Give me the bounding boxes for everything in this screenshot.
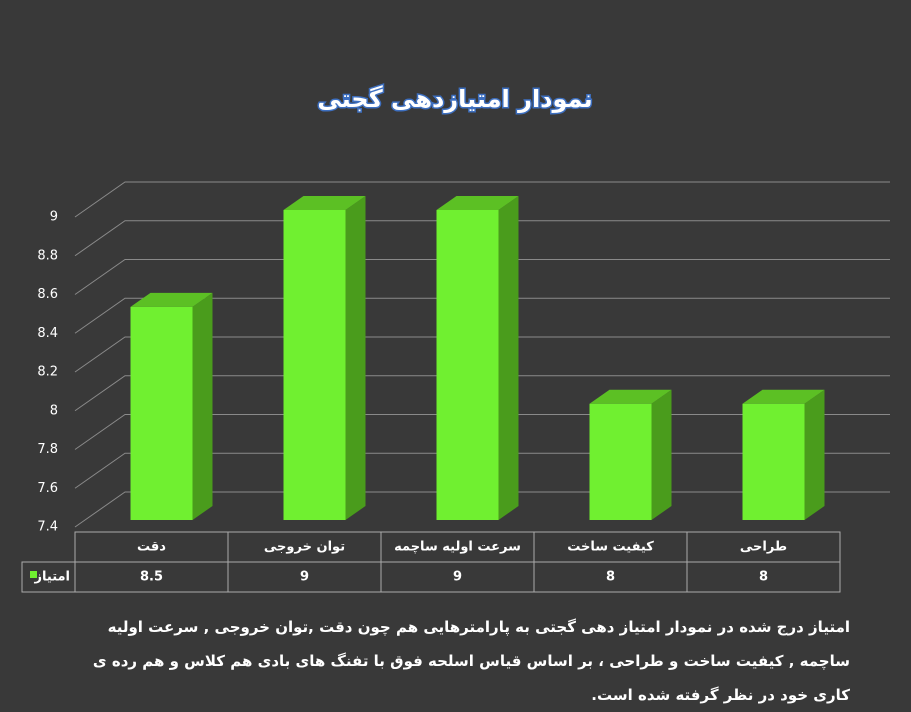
- y-tick-label: 7.4: [37, 520, 58, 535]
- table-value: 8.5: [140, 570, 163, 585]
- y-tick-label: 8.6: [37, 287, 58, 302]
- chart-title: نمودار امتیازدهی گجتی: [317, 85, 592, 113]
- bar-top: [436, 196, 519, 210]
- bar: [283, 210, 346, 520]
- bar-side: [651, 389, 672, 520]
- y-tick-label: 7.6: [37, 481, 58, 496]
- bar: [742, 403, 805, 520]
- grid-line: [74, 336, 890, 373]
- bar-side: [192, 292, 213, 520]
- x-tick-label: کیفیت ساخت: [567, 540, 654, 555]
- y-tick-label: 8.4: [37, 326, 58, 341]
- bar-top: [742, 389, 825, 404]
- bar: [589, 403, 652, 520]
- y-tick-label: 8.2: [37, 365, 58, 380]
- y-tick-label: 8.8: [37, 248, 58, 263]
- x-tick-label: توان خروجی: [264, 540, 345, 555]
- bar-top: [589, 389, 672, 404]
- bar: [130, 306, 193, 520]
- bar-side: [804, 389, 825, 520]
- table-value: 8: [759, 570, 768, 585]
- grid-line: [74, 220, 890, 257]
- caption: امتیاز درج شده در نمودار امتیاز دهی گجتی…: [92, 618, 850, 704]
- table-value: 9: [453, 570, 462, 585]
- grid-line: [74, 181, 890, 218]
- grid-line: [74, 375, 890, 412]
- x-tick-label: دقت: [137, 540, 166, 555]
- bar-side: [498, 196, 519, 520]
- table-value: 8: [606, 570, 615, 585]
- bar-top: [130, 292, 213, 307]
- y-tick-label: 8: [50, 403, 58, 418]
- y-tick-label: 9: [50, 210, 58, 225]
- table-value: 9: [300, 570, 309, 585]
- grid-line: [74, 297, 890, 334]
- bar: [436, 210, 499, 520]
- x-tick-label: سرعت اولیه ساچمه: [394, 540, 521, 555]
- x-tick-label: طراحی: [740, 540, 787, 555]
- legend-label: امتیاز: [34, 570, 70, 585]
- grid-line: [74, 259, 890, 295]
- y-tick-label: 7.8: [37, 442, 58, 457]
- legend-swatch: [30, 571, 37, 578]
- bar-top: [283, 196, 366, 210]
- chart: نمودار امتیازدهی گجتی 7.4 7.6 7.8 8 8.2 8.4 8.…: [21, 84, 890, 593]
- bar-side: [345, 196, 366, 520]
